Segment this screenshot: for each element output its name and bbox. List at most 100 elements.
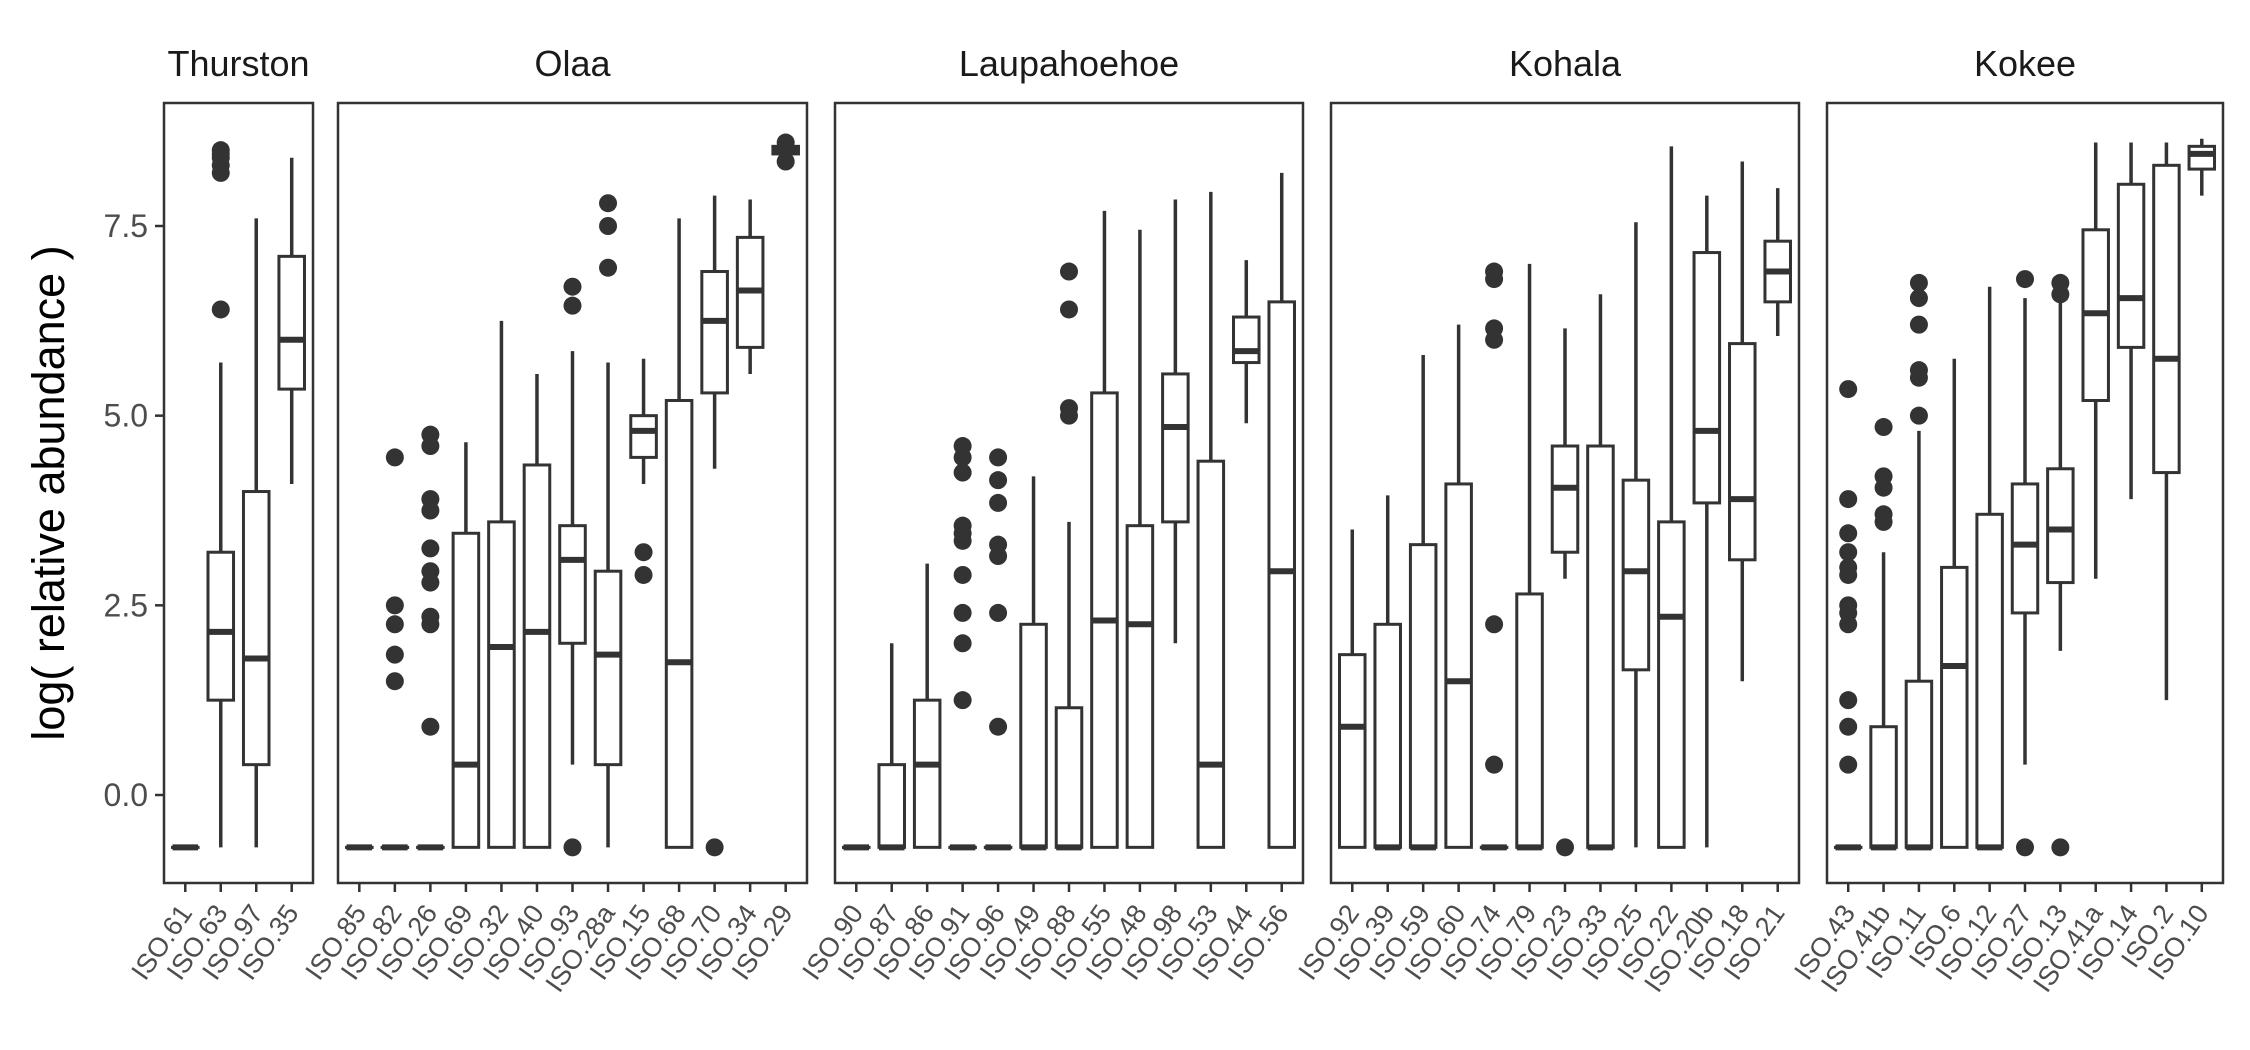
- outlier-point: [599, 258, 618, 277]
- facet-panel-kokee: KokeeISO.43ISO.41bISO.11ISO.6ISO.12ISO.2…: [1788, 43, 2225, 998]
- box-iso-93: [558, 277, 587, 857]
- outlier-point: [953, 603, 972, 622]
- outlier-point: [421, 490, 440, 509]
- outlier-point: [1485, 262, 1504, 281]
- box-body: [2046, 467, 2075, 585]
- outlier-point: [2016, 838, 2034, 857]
- facet-title: Thurston: [167, 43, 309, 84]
- outlier-point: [421, 425, 440, 444]
- box-body: [206, 550, 236, 702]
- box-body: [1550, 444, 1580, 554]
- outlier-point: [1839, 691, 1858, 710]
- outlier-point: [1839, 490, 1858, 509]
- box-body: [487, 520, 516, 849]
- outlier-point: [953, 565, 972, 584]
- facet-panel-kohala: KohalaISO.92ISO.39ISO.59ISO.60ISO.74ISO.…: [1292, 43, 1801, 998]
- box-iso-27: [2010, 270, 2040, 857]
- box-iso-96: [983, 448, 1013, 851]
- y-tick-label: 2.5: [104, 587, 148, 623]
- outlier-point: [1060, 300, 1078, 319]
- facet-title: Olaa: [534, 43, 611, 84]
- facet-title: Kohala: [1509, 43, 1622, 84]
- outlier-point: [1839, 755, 1858, 774]
- box-iso-40: [522, 373, 552, 849]
- outlier-point: [385, 596, 404, 615]
- box-iso-70: [700, 195, 729, 857]
- box-iso-29: [771, 133, 800, 171]
- box-iso-34: [735, 199, 765, 374]
- outlier-point: [989, 535, 1008, 554]
- box-body: [1586, 444, 1615, 849]
- outlier-point: [563, 277, 582, 296]
- box-body: [1515, 592, 1544, 849]
- outlier-point: [953, 437, 972, 456]
- box-body: [1373, 622, 1402, 849]
- outlier-point: [1485, 755, 1504, 774]
- box-iso-6: [1940, 358, 1969, 849]
- outlier-point: [953, 634, 972, 653]
- y-tick-label: 0.0: [104, 777, 148, 813]
- box-iso-32: [487, 320, 516, 849]
- outlier-point: [1909, 273, 1928, 292]
- box-body: [1692, 251, 1722, 505]
- box-body: [700, 270, 729, 395]
- box-iso-91: [948, 437, 977, 851]
- box-iso-10: [2187, 138, 2217, 196]
- box-body: [1338, 653, 1367, 849]
- outlier-point: [1874, 418, 1893, 437]
- box-iso-74: [1479, 262, 1509, 851]
- outlier-point: [1839, 596, 1858, 615]
- outlier-point: [1485, 615, 1504, 634]
- outlier-point: [953, 463, 972, 482]
- box-iso-43: [1833, 380, 1863, 851]
- box-body: [1621, 478, 1651, 672]
- outlier-point: [1909, 361, 1928, 380]
- outlier-point: [385, 672, 404, 691]
- box-iso-35: [277, 157, 306, 484]
- outlier-point: [953, 691, 972, 710]
- outlier-point: [1839, 558, 1858, 577]
- box-iso-55: [1090, 210, 1119, 849]
- outlier-point: [2051, 838, 2070, 857]
- outlier-point: [599, 217, 618, 235]
- outlier-point: [1839, 524, 1858, 543]
- box-body: [877, 763, 906, 849]
- outlier-point: [421, 717, 440, 736]
- outlier-point: [989, 493, 1008, 512]
- box-iso-86: [912, 563, 942, 849]
- outlier-point: [634, 543, 653, 562]
- box-body: [1196, 459, 1226, 849]
- box-body: [1975, 512, 2004, 849]
- outlier-point: [2051, 273, 2070, 292]
- box-body: [558, 524, 587, 645]
- box-iso-13: [2046, 273, 2075, 857]
- facet-title: Kokee: [1974, 43, 2076, 84]
- box-body: [2116, 182, 2146, 349]
- box-body: [1161, 372, 1190, 524]
- outlier-point: [776, 133, 795, 152]
- facet-panel-laupahoehoe: LaupahoehoeISO.90ISO.87ISO.86ISO.91ISO.9…: [796, 43, 1305, 985]
- box-iso-44: [1232, 260, 1261, 424]
- box-iso-59: [1408, 354, 1438, 851]
- outlier-point: [1485, 319, 1504, 338]
- box-iso-26: [416, 425, 445, 851]
- outlier-point: [776, 152, 795, 171]
- outlier-point: [385, 645, 404, 664]
- box-iso-23: [1550, 328, 1580, 857]
- box-body: [1019, 622, 1048, 849]
- box-iso-33: [1586, 294, 1615, 851]
- box-body: [2187, 144, 2217, 171]
- box-body: [1940, 565, 1969, 849]
- facet-panel-olaa: OlaaISO.85ISO.82ISO.26ISO.69ISO.32ISO.40…: [299, 43, 809, 998]
- box-iso-41a: [2081, 142, 2110, 579]
- box-iso-21: [1763, 188, 1792, 337]
- box-body: [451, 531, 481, 849]
- outlier-point: [989, 448, 1008, 467]
- box-iso-14: [2116, 142, 2146, 500]
- box-body: [1728, 342, 1757, 562]
- box-iso-22: [1657, 146, 1686, 849]
- outlier-point: [563, 296, 582, 315]
- box-iso-97: [241, 218, 271, 848]
